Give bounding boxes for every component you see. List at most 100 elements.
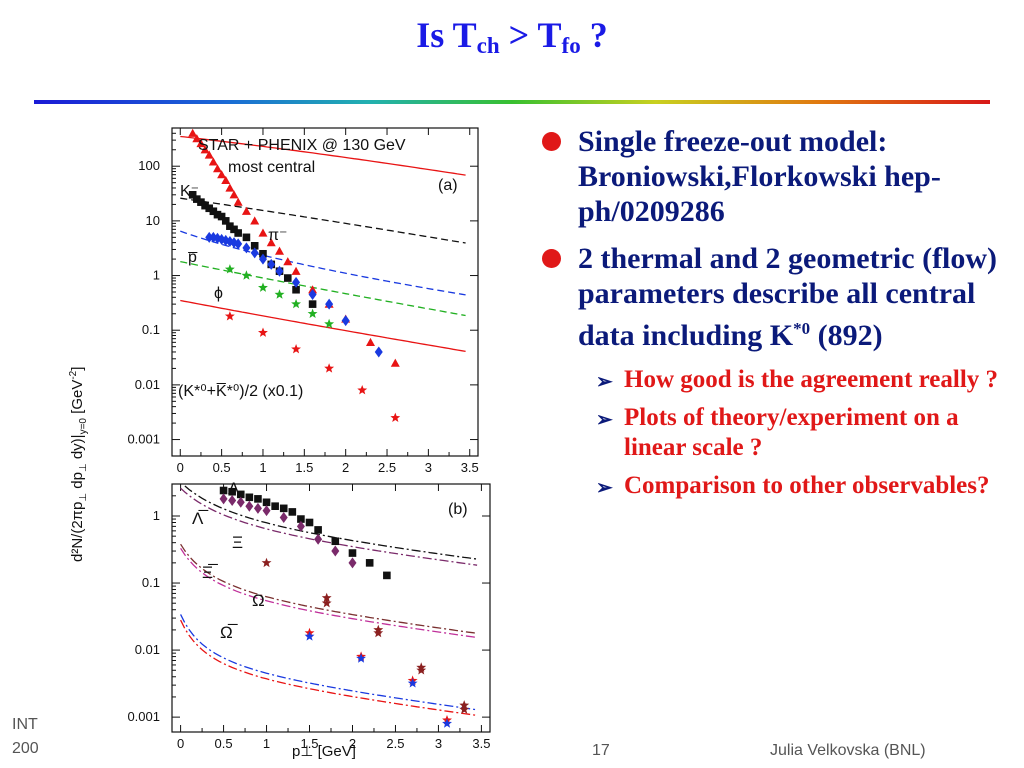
data-point-series bbox=[229, 190, 239, 199]
data-point-series bbox=[266, 238, 276, 247]
data-point-series bbox=[212, 164, 222, 173]
data-point-k bbox=[250, 242, 259, 250]
data-point-p bbox=[250, 247, 259, 259]
data-point-p bbox=[292, 276, 301, 288]
arrow-bullet-icon: ➢ bbox=[596, 409, 613, 431]
series-label-antixi: Ξ̅ bbox=[202, 563, 218, 582]
data-point-series bbox=[279, 511, 288, 523]
data-point-series bbox=[356, 653, 366, 663]
data-point-series bbox=[407, 678, 418, 688]
data-point-series bbox=[219, 493, 228, 505]
data-point-series bbox=[390, 358, 400, 367]
data-point-p bbox=[221, 234, 230, 246]
data-point-series bbox=[331, 537, 340, 546]
data-point-series bbox=[236, 490, 245, 499]
slide-number: 17 bbox=[592, 742, 610, 759]
data-point-series bbox=[324, 318, 335, 329]
slide-title: Is Tch > Tfo ? bbox=[416, 15, 608, 58]
series-label-k-minus: K⁻ bbox=[180, 183, 199, 200]
y-tick-label: 1 bbox=[153, 268, 160, 283]
bullet-item: Single freeze-out model: Broniowski,Flor… bbox=[540, 124, 1020, 229]
model-curve-p-model bbox=[180, 230, 466, 296]
data-point-series bbox=[348, 549, 357, 557]
model-curve-k-model bbox=[180, 197, 466, 244]
data-point-series bbox=[321, 598, 332, 608]
data-point-series bbox=[262, 498, 271, 507]
data-point-series bbox=[283, 257, 293, 266]
title-divider bbox=[34, 100, 990, 104]
y-tick-label: 0.01 bbox=[135, 642, 160, 657]
chart-subtitle: most central bbox=[228, 159, 315, 176]
y-tick-label: 100 bbox=[138, 158, 160, 173]
data-point-series bbox=[228, 487, 236, 496]
data-point-k-k-2-x0-1 bbox=[291, 344, 301, 354]
data-point-series bbox=[200, 145, 210, 154]
y-tick-label: 1 bbox=[153, 508, 160, 523]
data-point-k bbox=[201, 201, 209, 210]
series-label-kstar: (K*⁰+K̅*⁰)/2 (x0.1) bbox=[178, 382, 303, 400]
data-point-k bbox=[230, 225, 238, 234]
x-tick-label: 1.5 bbox=[300, 736, 318, 751]
data-point-k bbox=[221, 217, 230, 225]
data-point-series bbox=[233, 197, 243, 206]
data-point-series bbox=[192, 134, 202, 143]
data-point-series bbox=[236, 496, 245, 508]
data-point-k-k-2-x0-1 bbox=[224, 311, 235, 321]
data-point-series bbox=[365, 337, 375, 346]
bullet-dot-icon bbox=[542, 132, 561, 151]
data-point-k bbox=[283, 274, 292, 282]
data-point-series bbox=[305, 518, 314, 527]
data-point-k bbox=[292, 285, 300, 294]
data-point-series bbox=[288, 508, 297, 516]
data-point-k bbox=[308, 300, 317, 308]
panel-label: (a) bbox=[438, 177, 458, 194]
data-point-series bbox=[459, 704, 470, 714]
subbullet-item: ➢ How good is the agreement really ? bbox=[540, 365, 1020, 395]
series-label-antiproton: p̅ bbox=[188, 249, 198, 266]
data-point-series bbox=[219, 486, 228, 495]
y-tick-label: 0.001 bbox=[127, 709, 160, 724]
data-point-p bbox=[209, 231, 218, 243]
model-curve-model bbox=[180, 614, 478, 711]
data-point-series bbox=[217, 170, 227, 179]
data-point-series bbox=[261, 557, 272, 568]
data-point-series bbox=[416, 665, 427, 675]
data-point-series bbox=[331, 545, 340, 557]
x-tick-label: 0 bbox=[177, 460, 184, 475]
x-tick-label: 1.5 bbox=[295, 460, 313, 475]
subbullet-item: ➢ Plots of theory/experiment on a linear… bbox=[596, 404, 959, 461]
data-point-series bbox=[271, 502, 279, 510]
y-tick-label: 0.001 bbox=[127, 432, 160, 447]
data-point-series bbox=[253, 502, 262, 514]
data-point-series bbox=[208, 157, 218, 166]
series-label-antilambda: Λ̅ bbox=[192, 509, 208, 528]
data-point-p bbox=[275, 265, 284, 277]
data-point-series bbox=[291, 298, 301, 309]
data-point-series bbox=[296, 520, 305, 532]
y-tick-label: 0.01 bbox=[135, 377, 160, 392]
data-point-series bbox=[225, 183, 235, 192]
data-point-k bbox=[209, 207, 218, 216]
data-point-series bbox=[297, 515, 305, 523]
data-point-series bbox=[314, 533, 323, 545]
model-curve-model bbox=[180, 487, 478, 566]
data-point-series bbox=[373, 627, 384, 638]
data-point-k bbox=[205, 204, 214, 213]
data-point-series bbox=[304, 631, 315, 641]
data-point-series bbox=[321, 592, 332, 603]
data-point-series bbox=[221, 175, 231, 185]
x-tick-label: 3.5 bbox=[472, 736, 490, 751]
data-point-k bbox=[188, 190, 197, 199]
data-point-series bbox=[307, 308, 318, 318]
data-point-k-k-2-x0-1 bbox=[390, 412, 401, 422]
series-label-lambda: Λ bbox=[228, 479, 240, 498]
series-label-xi: Ξ bbox=[232, 533, 243, 552]
model-curve-model bbox=[180, 260, 466, 317]
plot-frame bbox=[171, 483, 491, 733]
data-point-k bbox=[217, 212, 226, 221]
data-point-series bbox=[245, 500, 254, 512]
y-axis-label: d²N/(2πp⊥ dp⊥ dy)|y=0 [GeV-2] bbox=[68, 367, 89, 562]
x-tick-label: 2 bbox=[342, 460, 349, 475]
data-point-series bbox=[196, 139, 206, 148]
